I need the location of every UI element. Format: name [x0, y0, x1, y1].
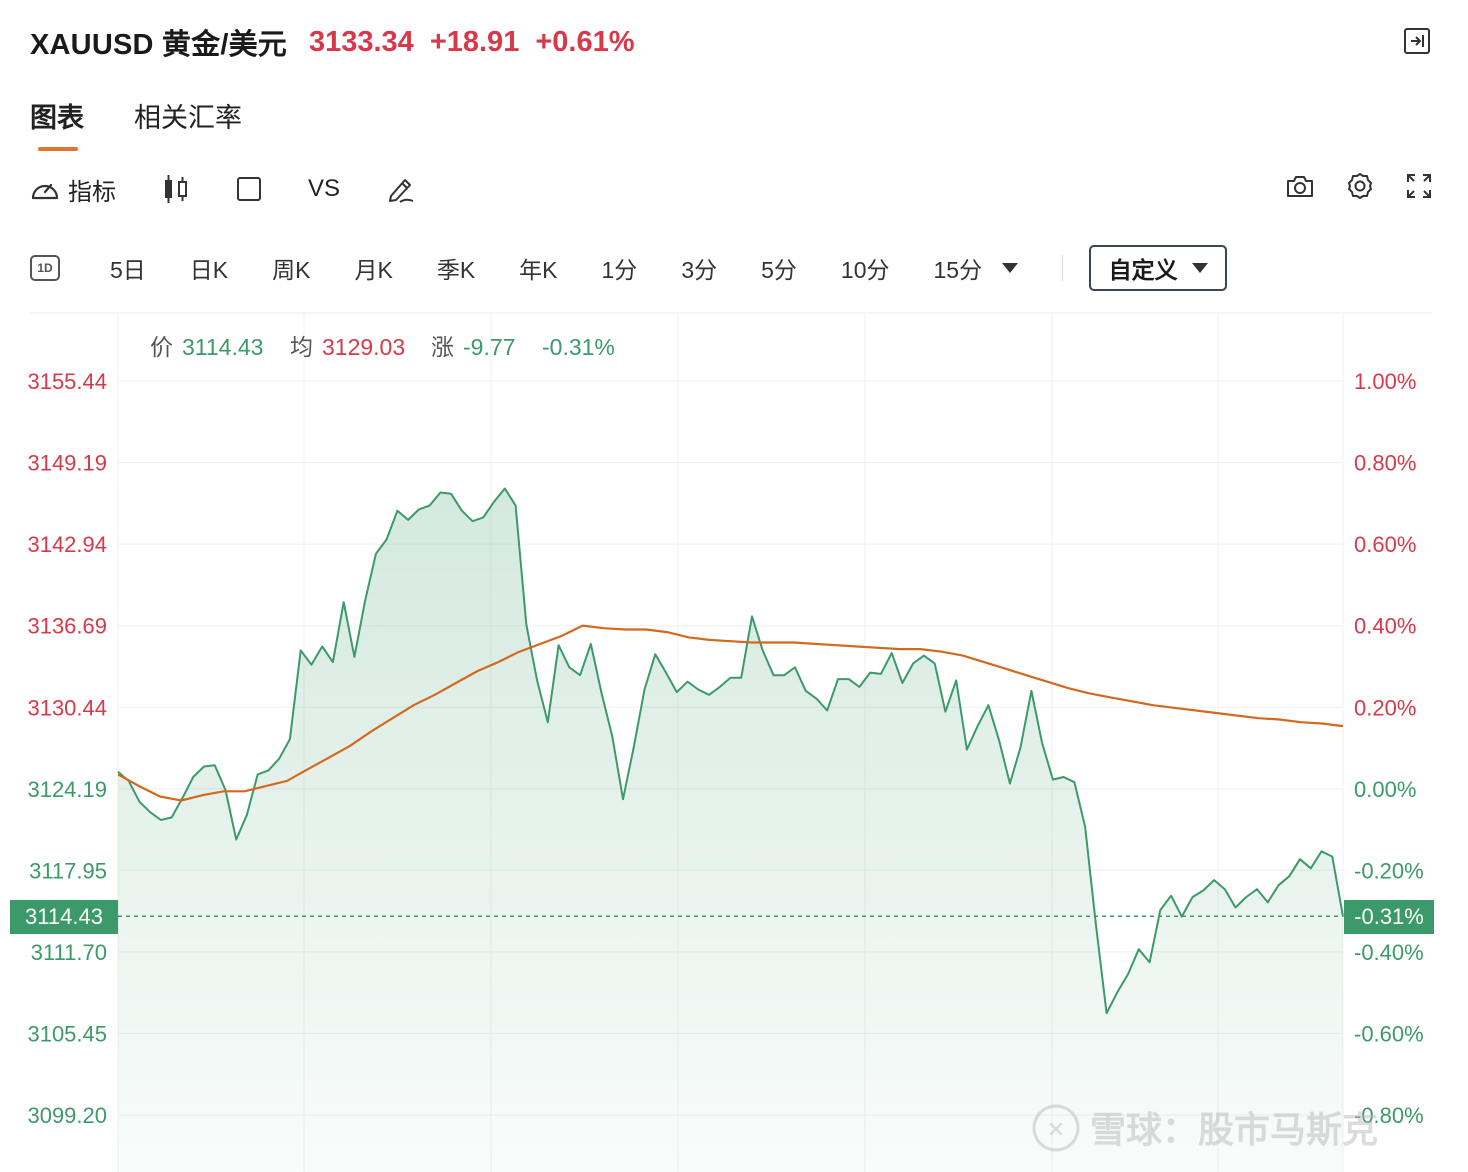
fullscreen-icon [1407, 174, 1431, 198]
period-15min-dropdown[interactable]: 15分 [934, 251, 1019, 285]
y-tick-right: -0.60% [1354, 1021, 1424, 1046]
price-chart[interactable]: 3155.44 3149.19 3142.94 3136.69 3130.44 3124.… [0, 310, 1468, 1172]
y-tick-right: 0.40% [1354, 614, 1416, 639]
y-tick-left: 3142.94 [27, 532, 107, 557]
y-tick-left: 3149.19 [27, 451, 107, 476]
custom-period-label: 自定义 [1108, 257, 1178, 283]
y-tick-right: -0.80% [1354, 1103, 1424, 1128]
symbol-title: XAUUSD 黄金/美元 [30, 29, 287, 61]
y-tick-right: 0.20% [1354, 695, 1416, 720]
period-selector: 1D 5日 日K 周K 月K 季K 年K 1分 3分 5分 10分 15分 自定… [30, 245, 1284, 291]
tab-related-rates[interactable]: 相关汇率 [134, 103, 242, 133]
info-price-value: 3114.43 [182, 334, 263, 360]
period-quarterly[interactable]: 季K [436, 257, 476, 283]
period-3min[interactable]: 3分 [681, 257, 718, 283]
info-change-percent: -0.31% [542, 334, 615, 360]
pencil-icon [389, 179, 414, 203]
price-change: +18.91 [429, 25, 520, 58]
watermark: ✕ 雪球：股市马斯克 [1032, 1104, 1378, 1152]
gauge-icon [31, 183, 59, 200]
period-yearly[interactable]: 年K [519, 257, 558, 283]
current-pct-tag-text: -0.31% [1354, 904, 1424, 929]
quote-header: XAUUSD 黄金/美元 3133.34 +18.91 +0.61% [30, 22, 635, 62]
current-price-tag-text: 3114.43 [25, 904, 103, 929]
y-tick-right: 0.00% [1354, 777, 1416, 802]
caret-down-icon [1191, 263, 1208, 273]
indicator-button[interactable]: 指标 [30, 172, 116, 207]
y-tick-left: 3099.20 [27, 1103, 107, 1128]
tab-bar: 图表 相关汇率 [30, 96, 292, 151]
fullscreen-button[interactable] [1406, 172, 1432, 200]
compare-label: VS [308, 175, 341, 202]
y-tick-left: 3136.69 [27, 614, 107, 639]
left-price-axis: 3155.44 3149.19 3142.94 3136.69 3130.44 3124.… [27, 369, 107, 1128]
period-10min[interactable]: 10分 [840, 257, 890, 283]
info-avg-label: 均 [290, 334, 313, 360]
price-line [117, 487, 1344, 1015]
screenshot-button[interactable] [1286, 172, 1314, 200]
compare-button[interactable]: VS [308, 175, 340, 203]
indicator-label: 指标 [68, 178, 116, 206]
info-avg-value: 3129.03 [322, 334, 405, 360]
camera-icon [1287, 176, 1313, 197]
y-tick-right: 0.60% [1354, 532, 1416, 557]
period-weekly[interactable]: 周K [272, 257, 311, 283]
collapse-panel-button[interactable] [1404, 28, 1430, 54]
toolbar-right [1254, 172, 1432, 200]
y-tick-right: 0.80% [1354, 451, 1416, 476]
period-5min[interactable]: 5分 [761, 257, 797, 283]
chart-toolbar: 指标 VS [30, 168, 1432, 210]
y-tick-right: -0.20% [1354, 858, 1424, 883]
period-5d[interactable]: 5日 [110, 257, 146, 283]
current-pct-tag: -0.31% [1344, 900, 1434, 934]
custom-period-dropdown[interactable]: 自定义 [1089, 245, 1228, 291]
average-line [117, 624, 1344, 802]
period-1min[interactable]: 1分 [601, 257, 638, 283]
y-tick-left: 3105.45 [27, 1021, 107, 1046]
watermark-logo-icon: ✕ [1047, 1118, 1065, 1143]
current-price-tag: 3114.43 [10, 900, 118, 934]
chart-type-button[interactable] [162, 174, 190, 204]
watermark-text: 雪球：股市马斯克 [1090, 1110, 1378, 1151]
crosshair-info: 价 3114.43 均 3129.03 涨 -9.77 -0.31% [150, 334, 615, 360]
candlestick-icon [165, 175, 187, 203]
square-icon [237, 177, 261, 201]
y-tick-left: 3124.19 [27, 777, 107, 802]
y-tick-right: 1.00% [1354, 369, 1416, 394]
info-change-label: 涨 [431, 334, 454, 360]
y-tick-left: 3117.95 [29, 858, 107, 883]
right-percent-axis: 1.00% 0.80% 0.60% 0.40% 0.20% 0.00% -0.20% -0.4… [1354, 369, 1424, 1128]
tab-chart[interactable]: 图表 [30, 96, 84, 151]
gear-icon [1348, 173, 1372, 199]
drawing-tool-button[interactable] [386, 174, 416, 204]
settings-button[interactable] [1346, 172, 1374, 200]
last-price: 3133.34 [308, 25, 414, 58]
info-change-value: -9.77 [463, 334, 515, 360]
y-tick-left: 3155.44 [27, 369, 107, 394]
y-tick-right: -0.40% [1354, 940, 1424, 965]
y-tick-left: 3130.44 [27, 695, 107, 720]
period-monthly[interactable]: 月K [354, 257, 393, 283]
y-tick-left: 3111.70 [31, 940, 107, 965]
caret-down-icon [1002, 263, 1019, 273]
arrow-right-bar-icon [1411, 35, 1424, 47]
price-area-fill [118, 488, 1343, 1172]
price-change-percent: +0.61% [535, 25, 635, 58]
info-price-label: 价 [150, 334, 173, 360]
draw-rectangle-button[interactable] [236, 176, 262, 202]
period-daily[interactable]: 日K [189, 257, 229, 283]
period-15min-label: 15分 [933, 257, 983, 283]
period-divider [1062, 255, 1064, 281]
period-1d-button[interactable]: 1D [30, 255, 60, 281]
